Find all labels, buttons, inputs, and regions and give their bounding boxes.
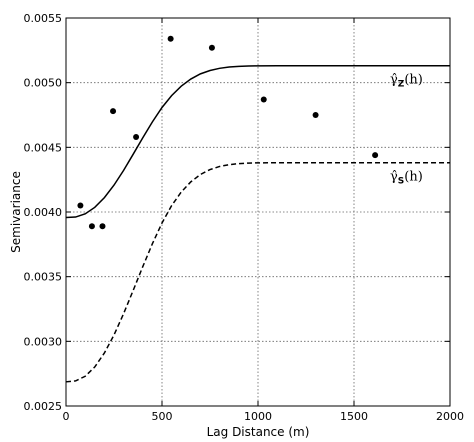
empirical-point [99, 223, 106, 230]
empirical-point [167, 35, 174, 42]
empirical-point [312, 112, 319, 118]
empirical-point [208, 44, 215, 51]
x-tick-label: 0 [63, 410, 70, 423]
curve-labels: γ̂Z(h) γ̂S(h) [390, 73, 423, 187]
empirical-point [260, 96, 267, 103]
axis-ticks: 0 500 1000 1500 2000 0.0025 0.0030 0.0035 0.0040… [24, 12, 465, 423]
y-tick-label: 0.0045 [24, 141, 63, 154]
empirical-point [372, 152, 379, 159]
y-tick-label: 0.0040 [24, 206, 63, 219]
model-curves [65, 64, 450, 383]
y-tick-label: 0.0035 [24, 271, 63, 284]
x-tick-label: 1000 [244, 410, 272, 423]
z-model-label: γ̂Z(h) [390, 73, 423, 90]
empirical-point [77, 202, 84, 209]
grid-lines [66, 18, 450, 406]
s-model-curve [65, 161, 450, 383]
y-tick-label: 0.0025 [24, 400, 63, 413]
x-tick-label: 2000 [436, 410, 464, 423]
empirical-point [133, 133, 140, 140]
y-axis-label: Semivariance [9, 171, 23, 253]
y-tick-label: 0.0030 [24, 335, 63, 348]
data-points [77, 35, 379, 230]
x-tick-label: 1500 [340, 410, 368, 423]
y-tick-label: 0.0050 [24, 77, 63, 90]
x-axis-label: Lag Distance (m) [207, 425, 310, 439]
empirical-point [88, 223, 95, 230]
z-model-curve [65, 64, 450, 219]
x-tick-label: 500 [152, 410, 173, 423]
s-model-label: γ̂S(h) [390, 170, 423, 187]
y-tick-label: 0.0055 [24, 12, 63, 25]
empirical-point [110, 108, 117, 115]
